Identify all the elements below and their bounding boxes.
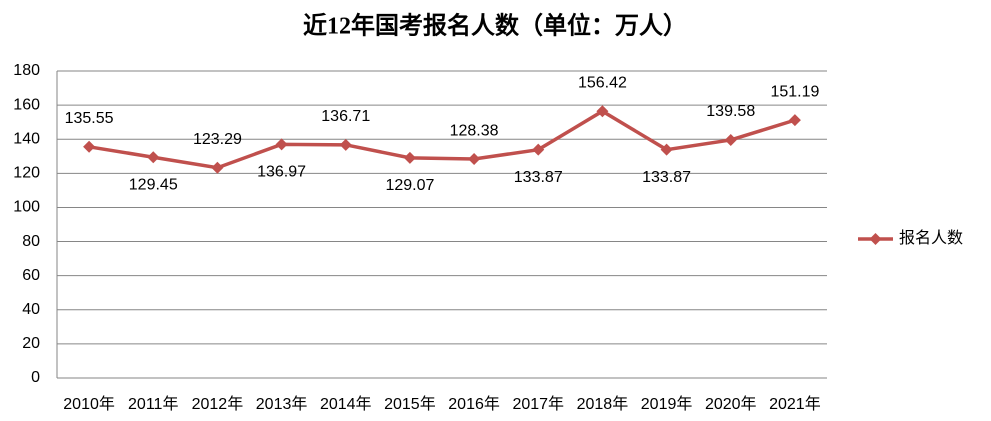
legend-label: 报名人数	[899, 229, 963, 247]
data-label: 133.87	[514, 169, 563, 186]
marker	[724, 133, 737, 146]
marker	[468, 153, 481, 166]
y-tick-label: 140	[13, 130, 40, 147]
x-tick-label: 2010年	[63, 395, 115, 413]
y-tick-label: 0	[31, 369, 40, 386]
y-tick-label: 160	[13, 96, 40, 113]
marker	[660, 143, 673, 156]
x-tick-label: 2011年	[128, 395, 178, 413]
y-tick-label: 60	[22, 267, 40, 284]
marker	[339, 138, 352, 151]
data-label: 129.07	[385, 177, 434, 194]
marker	[83, 140, 96, 153]
marker	[596, 105, 609, 118]
x-tick-label: 2015年	[384, 395, 436, 413]
y-tick-label: 100	[13, 199, 40, 216]
marker	[211, 161, 224, 174]
x-tick-label: 2019年	[641, 395, 693, 413]
marker	[403, 151, 416, 164]
data-label: 151.19	[770, 83, 819, 100]
series-line	[88, 109, 796, 170]
chart-title: 近12年国考报名人数（单位：万人）	[303, 12, 687, 40]
x-tick-label: 2021年	[769, 395, 821, 413]
data-label: 136.71	[321, 108, 370, 125]
x-tick-label: 2016年	[448, 395, 500, 413]
legend-marker	[869, 233, 882, 245]
marker	[147, 151, 160, 164]
data-label: 128.38	[450, 122, 499, 139]
data-label: 139.58	[706, 103, 755, 120]
data-label: 136.97	[257, 164, 306, 181]
x-tick-label: 2014年	[320, 395, 372, 413]
x-tick-label: 2013年	[256, 395, 308, 413]
data-label: 129.45	[129, 176, 178, 193]
y-tick-label: 180	[13, 62, 40, 79]
data-label: 156.42	[578, 74, 627, 91]
x-tick-label: 2018年	[577, 395, 629, 413]
marker	[532, 143, 545, 156]
y-tick-label: 20	[22, 335, 40, 352]
data-label: 135.55	[65, 110, 114, 127]
y-tick-label: 120	[13, 165, 40, 182]
x-tick-label: 2020年	[705, 395, 757, 413]
y-tick-label: 40	[22, 301, 40, 318]
x-tick-label: 2012年	[192, 395, 244, 413]
marker	[275, 138, 288, 151]
data-label: 133.87	[642, 169, 691, 186]
marker	[788, 114, 801, 127]
y-tick-label: 80	[22, 233, 40, 250]
data-label: 123.29	[193, 131, 242, 148]
x-tick-label: 2017年	[512, 395, 564, 413]
